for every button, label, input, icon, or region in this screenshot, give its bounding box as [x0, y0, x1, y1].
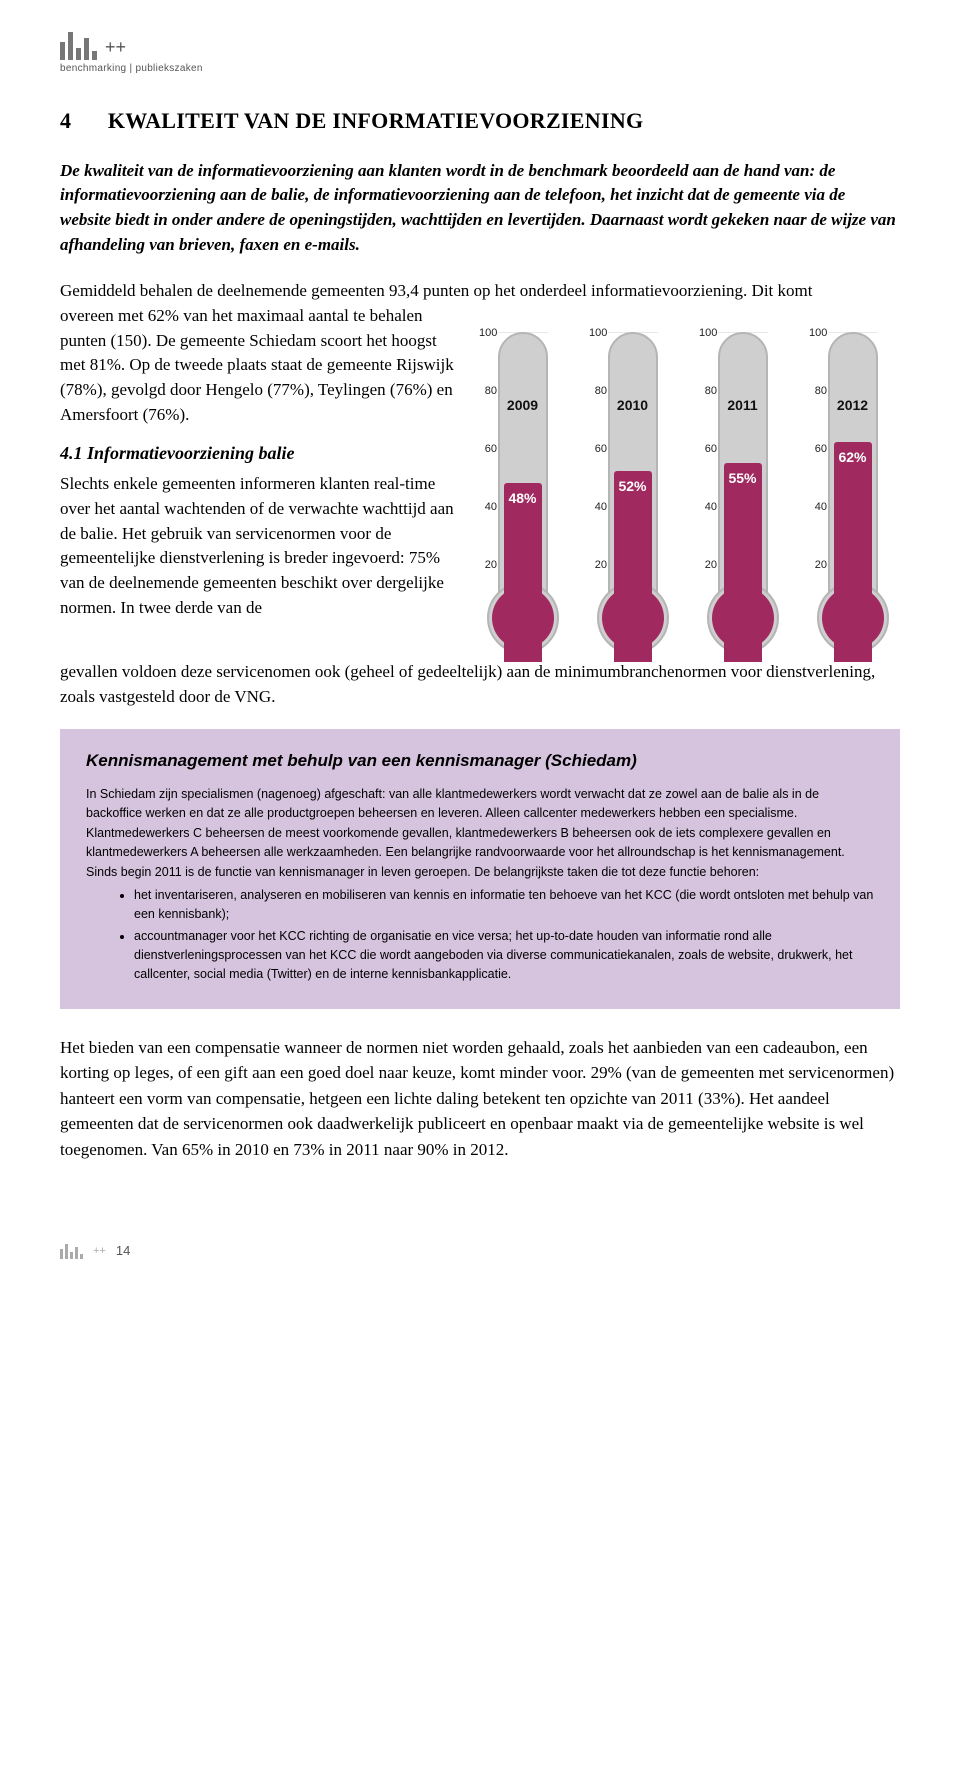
logo-plus-icon: ++	[105, 35, 126, 60]
thermo-pct-label: 55%	[695, 469, 790, 489]
thermo-pct-label: 62%	[805, 448, 900, 468]
body-para-1: overeen met 62% van het maximaal aantal …	[60, 304, 455, 427]
footer-logo-icon	[60, 1243, 83, 1259]
tick-label: 60	[479, 442, 497, 457]
tick-label: 40	[589, 500, 607, 515]
callout-title: Kennismanagement met behulp van een kenn…	[86, 749, 874, 773]
tick-label: 60	[699, 442, 717, 457]
tick-label: 20	[809, 558, 827, 573]
lead-sentence: Gemiddeld behalen de deelnemende gemeent…	[60, 279, 900, 304]
tick-label: 100	[809, 326, 827, 341]
logo-text: benchmarking | publiekszaken	[60, 62, 900, 76]
thermometer-2009: 020406080100200948%	[475, 314, 570, 654]
thermometer-chart: 020406080100200948%020406080100201052%02…	[475, 314, 900, 654]
tick-label: 20	[479, 558, 497, 573]
thermo-year-label: 2011	[695, 396, 790, 416]
page-number: 14	[116, 1242, 130, 1260]
thermo-year-label: 2010	[585, 396, 680, 416]
body-para-2: Slechts enkele gemeenten informeren klan…	[60, 472, 455, 620]
thermo-fill-stem	[504, 483, 542, 662]
header-logo: ++ benchmarking | publiekszaken	[60, 30, 900, 76]
callout-box: Kennismanagement met behulp van een kenn…	[60, 729, 900, 1009]
tick-label: 20	[589, 558, 607, 573]
section-number: 4	[60, 106, 102, 137]
left-column: overeen met 62% van het maximaal aantal …	[60, 304, 455, 654]
tick-label: 40	[809, 500, 827, 515]
tick-label: 100	[479, 326, 497, 341]
tick-label: 20	[699, 558, 717, 573]
tick-label: 40	[699, 500, 717, 515]
thermometer-2012: 020406080100201262%	[805, 314, 900, 654]
page-footer: ++ 14	[60, 1242, 900, 1260]
logo-bars-icon	[60, 30, 97, 60]
closing-paragraph: Het bieden van een compensatie wanneer d…	[60, 1035, 900, 1163]
tick-label: 100	[699, 326, 717, 341]
two-column-layout: overeen met 62% van het maximaal aantal …	[60, 304, 900, 654]
callout-bullet: accountmanager voor het KCC richting de …	[134, 927, 874, 985]
thermo-year-label: 2009	[475, 396, 570, 416]
thermometer-2011: 020406080100201155%	[695, 314, 790, 654]
thermo-fill-stem	[614, 471, 652, 662]
thermo-fill-stem	[834, 442, 872, 662]
footer-plus-icon: ++	[93, 1244, 106, 1259]
subsection-heading: 4.1 Informatievoorziening balie	[60, 441, 455, 466]
thermo-pct-label: 48%	[475, 489, 570, 509]
thermometer-2010: 020406080100201052%	[585, 314, 680, 654]
thermo-fill-stem	[724, 463, 762, 663]
section-title-text: KWALITEIT VAN DE INFORMATIEVOORZIENING	[108, 108, 644, 133]
right-column-chart: 020406080100200948%020406080100201052%02…	[475, 304, 900, 654]
section-title: 4 KWALITEIT VAN DE INFORMATIEVOORZIENING	[60, 106, 900, 137]
thermo-pct-label: 52%	[585, 477, 680, 497]
tick-label: 60	[589, 442, 607, 457]
tick-label: 100	[589, 326, 607, 341]
callout-para: In Schiedam zijn specialismen (nagenoeg)…	[86, 785, 874, 882]
callout-bullet-list: het inventariseren, analyseren en mobili…	[86, 886, 874, 985]
thermo-year-label: 2012	[805, 396, 900, 416]
body-para-after: gevallen voldoen deze servicenomen ook (…	[60, 660, 900, 709]
intro-paragraph: De kwaliteit van de informatievoorzienin…	[60, 159, 900, 258]
callout-bullet: het inventariseren, analyseren en mobili…	[134, 886, 874, 925]
